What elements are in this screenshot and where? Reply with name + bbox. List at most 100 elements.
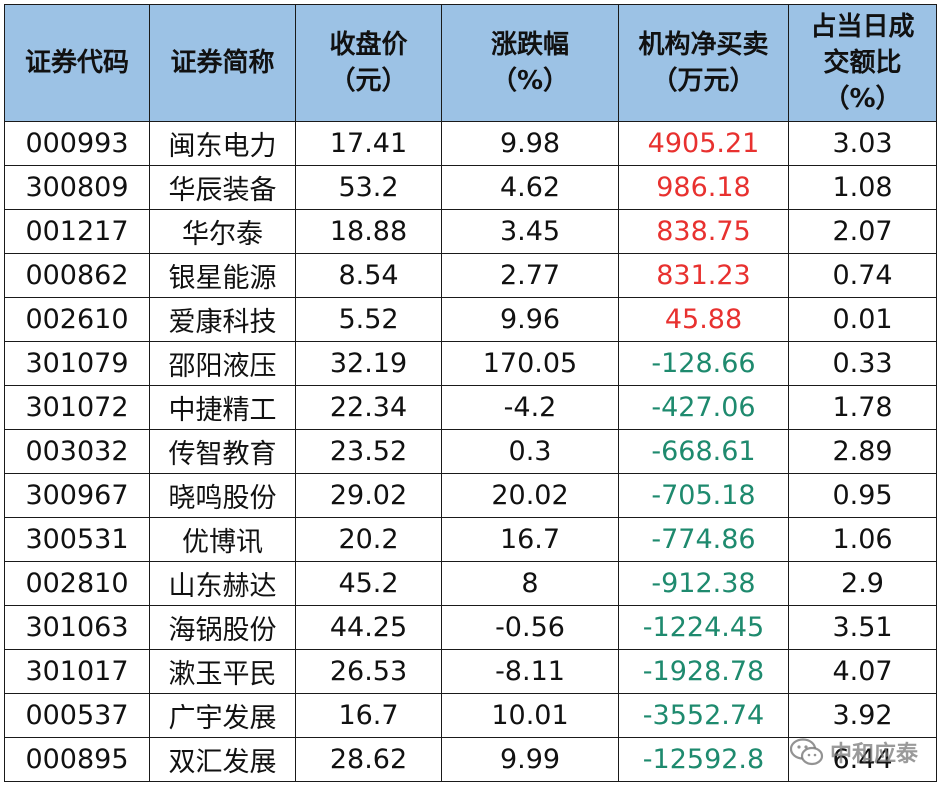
cell-change: 9.96 [441,297,619,342]
cell-name: 邵阳液压 [149,341,296,386]
cell-code: 300531 [4,517,150,562]
cell-close: 20.2 [295,517,442,562]
cell-name: 优博讯 [149,517,296,562]
cell-net: -128.66 [618,341,789,386]
cell-change: -0.56 [441,605,619,650]
cell-name: 海锅股份 [149,605,296,650]
cell-name: 银星能源 [149,253,296,298]
cell-close: 53.2 [295,165,442,210]
cell-name: 传智教育 [149,429,296,474]
cell-code: 003032 [4,429,150,474]
cell-change: 16.7 [441,517,619,562]
header-line: （元） [329,66,408,96]
cell-code: 000895 [4,737,150,782]
header-line: （%） [823,84,902,114]
header-line: 证券简称 [170,48,275,78]
cell-name: 闽东电力 [149,121,296,166]
cell-ratio: 2.9 [788,561,937,606]
cell-ratio: 3.03 [788,121,937,166]
table-row: 300967 晓鸣股份 29.02 20.02 -705.18 0.95 [4,473,937,518]
cell-close: 26.53 [295,649,442,694]
table-row: 301063 海锅股份 44.25 -0.56 -1224.45 3.51 [4,605,937,650]
table-row: 000993 闽东电力 17.41 9.98 4905.21 3.03 [4,121,937,166]
cell-close: 44.25 [295,605,442,650]
table-row: 000895 双汇发展 28.62 9.99 -12592.8 6.44 [4,737,937,782]
cell-code: 002610 [4,297,150,342]
header-line: 交额比 [823,48,902,78]
header-line: 收盘价 [329,30,408,60]
cell-change: 4.62 [441,165,619,210]
cell-change: 170.05 [441,341,619,386]
cell-net: 831.23 [618,253,789,298]
cell-ratio: 3.92 [788,693,937,738]
cell-name: 双汇发展 [149,737,296,782]
header-ratio: 占当日成交额比 （%） [788,4,937,122]
cell-close: 16.7 [295,693,442,738]
cell-ratio: 1.08 [788,165,937,210]
header-name: 证券简称 [149,4,296,122]
cell-net: -1928.78 [618,649,789,694]
table-row: 301079 邵阳液压 32.19 170.05 -128.66 0.33 [4,341,937,386]
cell-close: 29.02 [295,473,442,518]
cell-net: 45.88 [618,297,789,342]
header-code: 证券代码 [4,4,150,122]
cell-name: 华尔泰 [149,209,296,254]
cell-ratio: 4.07 [788,649,937,694]
cell-ratio: 2.07 [788,209,937,254]
cell-code: 300809 [4,165,150,210]
table-row: 300809 华辰装备 53.2 4.62 986.18 1.08 [4,165,937,210]
cell-net: -668.61 [618,429,789,474]
header-line: （万元） [651,66,756,96]
institution-trading-table: 证券代码 证券简称 收盘价 （元） 涨跌幅 （%） 机构净买卖 （万元） 占当日成 交额比 （%） … [4,4,937,782]
cell-ratio: 1.78 [788,385,937,430]
cell-code: 301063 [4,605,150,650]
cell-net: 4905.21 [618,121,789,166]
table-row: 300531 优博讯 20.2 16.7 -774.86 1.06 [4,517,937,562]
cell-ratio: 0.33 [788,341,937,386]
table-row: 002810 山东赫达 45.2 8 -912.38 2.9 [4,561,937,606]
cell-net: -774.86 [618,517,789,562]
header-close: 收盘价 （元） [295,4,442,122]
cell-change: 0.3 [441,429,619,474]
table-row: 301072 中捷精工 22.34 -4.2 -427.06 1.78 [4,385,937,430]
cell-net: -1224.45 [618,605,789,650]
cell-ratio: 6.44 [788,737,937,782]
cell-name: 华辰装备 [149,165,296,210]
cell-net: 986.18 [618,165,789,210]
header-line: 证券代码 [24,48,129,78]
cell-name: 广宇发展 [149,693,296,738]
table-row: 001217 华尔泰 18.88 3.45 838.75 2.07 [4,209,937,254]
cell-change: 9.99 [441,737,619,782]
header-net: 机构净买卖 （万元） [618,4,789,122]
cell-code: 000993 [4,121,150,166]
cell-code: 301072 [4,385,150,430]
header-line: （%） [490,66,570,96]
cell-change: 3.45 [441,209,619,254]
cell-net: 838.75 [618,209,789,254]
cell-close: 18.88 [295,209,442,254]
cell-name: 漱玉平民 [149,649,296,694]
table-header: 证券代码 证券简称 收盘价 （元） 涨跌幅 （%） 机构净买卖 （万元） 占当日成交额比 （%） [4,4,937,122]
cell-close: 17.41 [295,121,442,166]
table-row: 000862 银星能源 8.54 2.77 831.23 0.74 [4,253,937,298]
cell-close: 22.34 [295,385,442,430]
cell-name: 山东赫达 [149,561,296,606]
header-line: 占当日成 [810,12,915,42]
cell-net: -912.38 [618,561,789,606]
table-row: 003032 传智教育 23.52 0.3 -668.61 2.89 [4,429,937,474]
cell-ratio: 2.89 [788,429,937,474]
cell-code: 000537 [4,693,150,738]
cell-name: 晓鸣股份 [149,473,296,518]
table-row: 000537 广宇发展 16.7 10.01 -3552.74 3.92 [4,693,937,738]
header-row: 证券代码 证券简称 收盘价 （元） 涨跌幅 （%） 机构净买卖 （万元） 占当日成交额比 （%） [4,4,937,122]
cell-change: -4.2 [441,385,619,430]
cell-ratio: 0.95 [788,473,937,518]
cell-change: 8 [441,561,619,606]
cell-code: 001217 [4,209,150,254]
table-row: 002610 爱康科技 5.52 9.96 45.88 0.01 [4,297,937,342]
cell-close: 8.54 [295,253,442,298]
cell-code: 301079 [4,341,150,386]
cell-net: -3552.74 [618,693,789,738]
header-change: 涨跌幅 （%） [441,4,619,122]
cell-code: 301017 [4,649,150,694]
